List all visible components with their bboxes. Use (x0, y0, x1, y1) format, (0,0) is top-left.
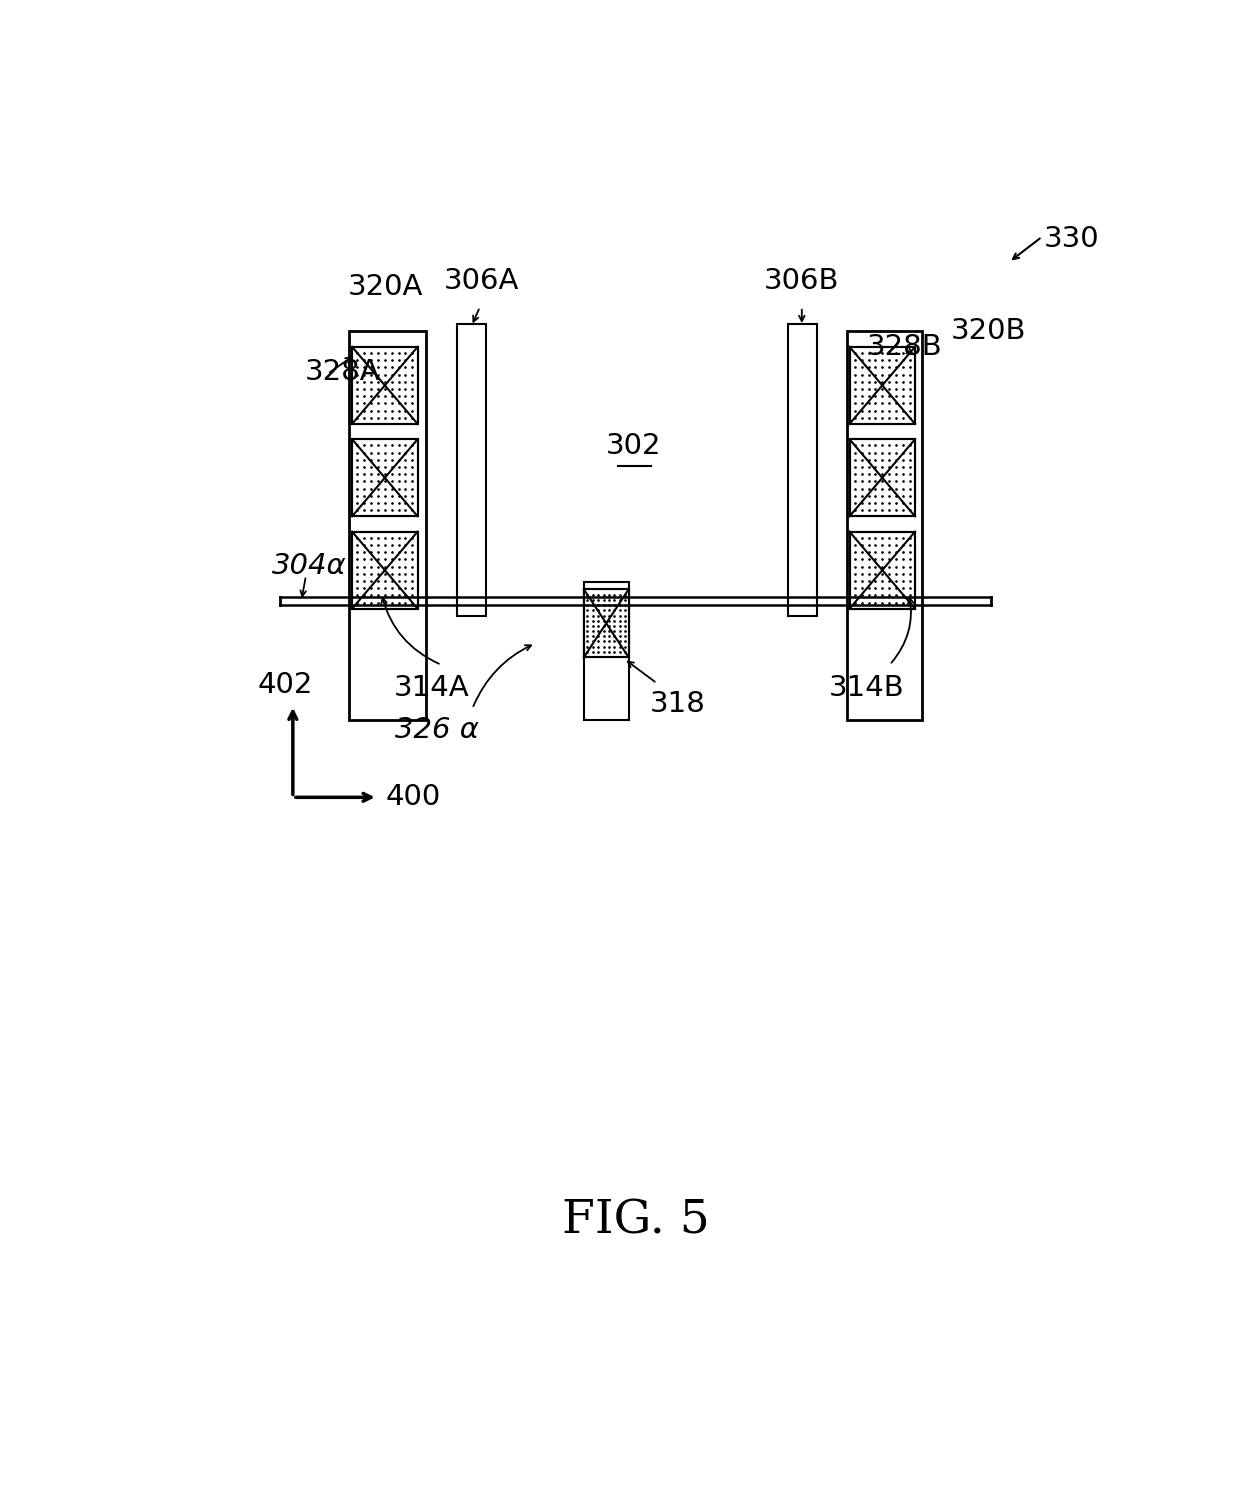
Bar (456, 323, 486, 616)
Text: 320B: 320B (951, 317, 1027, 346)
Text: 400: 400 (386, 783, 440, 811)
Bar (352, 440, 418, 517)
Bar (350, 331, 427, 721)
Bar (352, 348, 418, 425)
Bar (584, 589, 629, 657)
Text: 330: 330 (1044, 225, 1099, 252)
Text: 314B: 314B (828, 674, 904, 703)
Text: 304α: 304α (272, 553, 347, 580)
Bar (584, 582, 629, 721)
Bar (787, 323, 817, 616)
Bar (847, 331, 921, 721)
Bar (849, 532, 915, 609)
Text: FIG. 5: FIG. 5 (562, 1198, 709, 1244)
Text: 320A: 320A (347, 272, 423, 301)
Bar (849, 440, 915, 517)
Bar (352, 440, 418, 517)
Text: 306B: 306B (764, 267, 839, 295)
Text: 328A: 328A (304, 358, 379, 387)
Bar (849, 348, 915, 425)
Bar (584, 589, 629, 657)
Bar (352, 532, 418, 609)
Text: 326 α: 326 α (394, 716, 479, 745)
Text: 314A: 314A (393, 674, 469, 703)
Bar (352, 348, 418, 425)
Text: 402: 402 (258, 671, 312, 698)
Bar (849, 440, 915, 517)
Bar (849, 532, 915, 609)
Bar (352, 532, 418, 609)
Text: 318: 318 (650, 689, 706, 718)
Text: 328B: 328B (867, 332, 942, 361)
Text: 306A: 306A (444, 267, 520, 295)
Text: 302: 302 (606, 432, 662, 459)
Bar (849, 348, 915, 425)
